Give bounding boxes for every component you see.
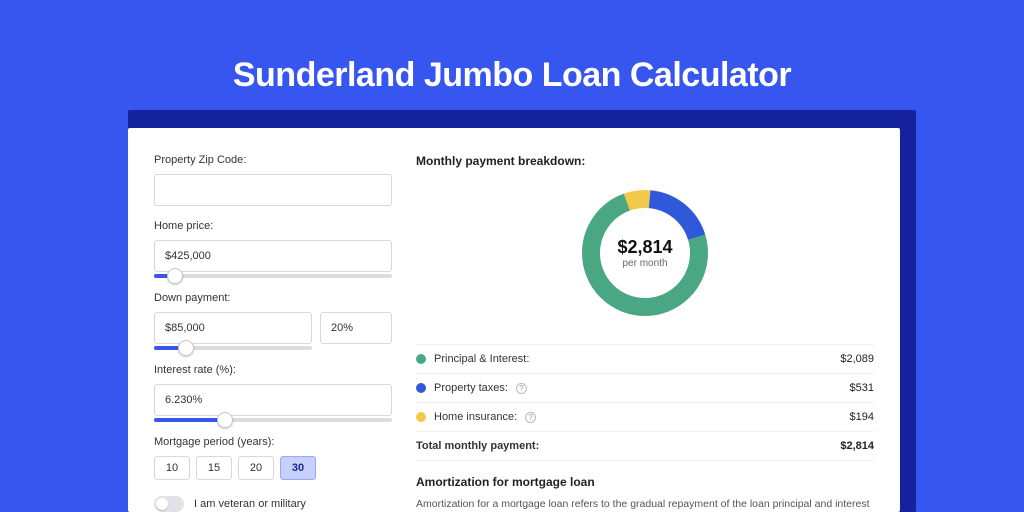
legend-value-principal: $2,089 — [840, 353, 874, 365]
breakdown-legend: Principal & Interest: $2,089 Property taxe… — [416, 344, 874, 461]
interest-rate-slider-thumb[interactable] — [217, 412, 233, 428]
zip-label: Property Zip Code: — [154, 154, 392, 166]
interest-rate-slider-fill — [154, 418, 225, 422]
legend-label-taxes: Property taxes: — [434, 382, 508, 394]
breakdown-column: Monthly payment breakdown: $2,814 per mo… — [416, 154, 874, 486]
zip-input[interactable] — [154, 174, 392, 206]
mortgage-period-options: 10152030 — [154, 456, 392, 480]
veteran-label: I am veteran or military — [194, 498, 306, 510]
veteran-toggle[interactable] — [154, 496, 184, 512]
home-price-slider[interactable] — [154, 274, 392, 278]
info-icon[interactable]: ? — [516, 383, 527, 394]
home-price-slider-thumb[interactable] — [167, 268, 183, 284]
legend-label-principal: Principal & Interest: — [434, 353, 529, 365]
mortgage-period-label: Mortgage period (years): — [154, 436, 392, 448]
legend-value-insurance: $194 — [850, 411, 874, 423]
zip-field-group: Property Zip Code: — [154, 154, 392, 206]
page-backdrop: Sunderland Jumbo Loan Calculator Propert… — [0, 0, 1024, 512]
down-payment-amount-input[interactable] — [154, 312, 312, 344]
legend-swatch-insurance — [416, 412, 426, 422]
home-price-input[interactable] — [154, 240, 392, 272]
legend-row-principal: Principal & Interest: $2,089 — [416, 345, 874, 374]
veteran-toggle-knob — [156, 498, 168, 510]
legend-swatch-principal — [416, 354, 426, 364]
donut-total: $2,814 — [617, 237, 672, 258]
donut-chart: $2,814 per month — [582, 190, 708, 316]
legend-row-taxes: Property taxes:? $531 — [416, 374, 874, 403]
donut-sub: per month — [622, 258, 667, 269]
legend-swatch-taxes — [416, 383, 426, 393]
legend-value-taxes: $531 — [850, 382, 874, 394]
page-title: Sunderland Jumbo Loan Calculator — [0, 0, 1024, 95]
legend-label-insurance: Home insurance: — [434, 411, 517, 423]
donut-chart-wrap: $2,814 per month — [416, 178, 874, 328]
down-payment-slider-thumb[interactable] — [178, 340, 194, 356]
legend-row-total: Total monthly payment: $2,814 — [416, 432, 874, 461]
down-payment-group: Down payment: — [154, 292, 392, 350]
period-option-20[interactable]: 20 — [238, 456, 274, 480]
amortization-title: Amortization for mortgage loan — [416, 475, 874, 489]
mortgage-period-group: Mortgage period (years): 10152030 — [154, 436, 392, 480]
interest-rate-label: Interest rate (%): — [154, 364, 392, 376]
legend-row-insurance: Home insurance:? $194 — [416, 403, 874, 432]
period-option-10[interactable]: 10 — [154, 456, 190, 480]
down-payment-slider[interactable] — [154, 346, 312, 350]
home-price-group: Home price: — [154, 220, 392, 278]
calculator-card: Property Zip Code: Home price: Down paym… — [128, 128, 900, 512]
interest-rate-slider[interactable] — [154, 418, 392, 422]
info-icon[interactable]: ? — [525, 412, 536, 423]
legend-total-value: $2,814 — [840, 440, 874, 452]
legend-total-label: Total monthly payment: — [416, 440, 539, 452]
period-option-30[interactable]: 30 — [280, 456, 316, 480]
interest-rate-group: Interest rate (%): — [154, 364, 392, 422]
down-payment-label: Down payment: — [154, 292, 392, 304]
period-option-15[interactable]: 15 — [196, 456, 232, 480]
breakdown-title: Monthly payment breakdown: — [416, 154, 874, 168]
amortization-body: Amortization for a mortgage loan refers … — [416, 497, 874, 512]
donut-center: $2,814 per month — [582, 190, 708, 316]
interest-rate-input[interactable] — [154, 384, 392, 416]
down-payment-percent-input[interactable] — [320, 312, 392, 344]
veteran-toggle-row: I am veteran or military — [154, 496, 392, 512]
form-column: Property Zip Code: Home price: Down paym… — [154, 154, 392, 486]
home-price-label: Home price: — [154, 220, 392, 232]
